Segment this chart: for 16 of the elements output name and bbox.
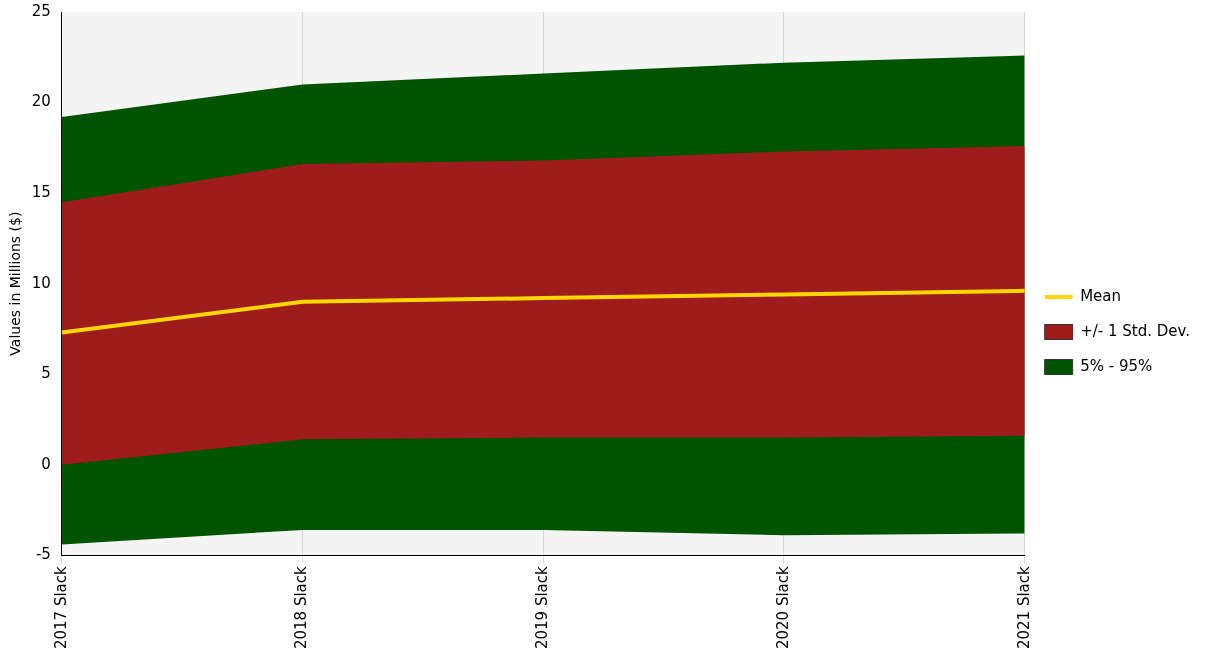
x-tick-label: 2019 Slack — [533, 565, 552, 650]
y-tick-label: 15 — [31, 182, 51, 201]
legend-label: +/- 1 Std. Dev. — [1080, 321, 1191, 340]
legend-label: 5% - 95% — [1080, 356, 1153, 375]
x-tick-label: 2017 Slack — [51, 565, 70, 650]
x-tick-label: 2020 Slack — [773, 565, 792, 650]
y-tick-label: 25 — [31, 1, 51, 20]
x-tick-label: 2021 Slack — [1014, 565, 1033, 650]
y-tick-label: 20 — [31, 92, 51, 111]
legend-label: Mean — [1080, 286, 1122, 305]
y-tick-label: 0 — [41, 454, 51, 473]
x-tick-label: 2018 Slack — [292, 565, 311, 650]
y-tick-label: -5 — [35, 545, 51, 564]
y-tick-label: 5 — [41, 364, 51, 383]
y-tick-label: 10 — [31, 273, 51, 292]
y-axis-title: Values in Millions ($) — [7, 211, 24, 356]
